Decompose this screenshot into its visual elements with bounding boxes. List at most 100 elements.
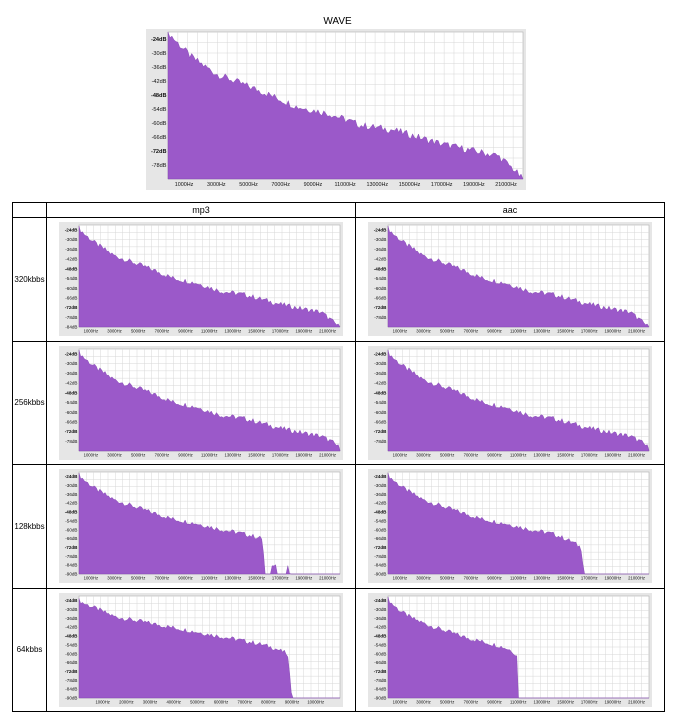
y-tick-label: -42dB (65, 624, 77, 629)
x-tick-label: 21000Hz (628, 329, 645, 334)
y-tick-label: -30dB (374, 607, 386, 612)
x-tick-label: 13000Hz (533, 699, 550, 704)
corner-cell (12, 201, 47, 219)
x-tick-label: 3000Hz (107, 329, 121, 334)
x-tick-label: 11000Hz (201, 576, 217, 581)
y-tick-label: -90dB (374, 572, 386, 577)
cell-aac-256: -24dB -30dB -36dB -42dB -48dB -54dB -60dB -66dB… (355, 340, 665, 466)
x-tick-label: 21000Hz (319, 576, 336, 581)
row-64: 64kbbs -24dB -30dB -36dB -42dB -48dB -54dB -60… (12, 587, 665, 712)
y-tick-label: -48dB (65, 633, 78, 638)
mp3-320-spectrum-chart: -24dB -30dB -36dB -42dB -48dB -54dB -60dB -66dB… (59, 222, 343, 337)
x-tick-label: 17000Hz (581, 452, 598, 457)
x-tick-label: 11000Hz (335, 182, 356, 188)
x-tick-label: 15000Hz (557, 699, 574, 704)
x-tick-label: 4000Hz (166, 699, 180, 704)
mp3-128-spectrum-chart: -24dB -30dB -36dB -42dB -48dB -54dB -60dB -66dB… (59, 469, 343, 584)
y-tick-label: -60dB (65, 286, 77, 291)
y-tick-label: -84dB (65, 686, 77, 691)
x-tick-label: 17000Hz (581, 576, 598, 581)
y-tick-label: -36dB (65, 371, 77, 376)
x-tick-label: 13000Hz (224, 329, 241, 334)
x-tick-label: 5000Hz (131, 576, 145, 581)
y-tick-label: -60dB (374, 286, 386, 291)
x-tick-label: 21000Hz (319, 329, 336, 334)
row-label-256: 256kbbs (12, 340, 47, 466)
x-tick-label: 1000Hz (393, 329, 407, 334)
y-tick-label: -30dB (152, 51, 167, 57)
x-tick-label: 7000Hz (271, 182, 290, 188)
x-tick-label: 9000Hz (304, 182, 323, 188)
y-tick-label: -48dB (65, 267, 78, 272)
x-tick-label: 3000Hz (416, 576, 430, 581)
y-tick-label: -78dB (374, 439, 386, 444)
x-tick-label: 5000Hz (239, 182, 258, 188)
cell-mp3-320: -24dB -30dB -36dB -42dB -48dB -54dB -60dB -66dB… (46, 217, 356, 342)
y-tick-label: -66dB (152, 135, 167, 141)
y-tick-label: -78dB (65, 439, 77, 444)
x-tick-label: 9000Hz (178, 329, 192, 334)
y-tick-label: -42dB (374, 380, 386, 385)
x-tick-label: 3000Hz (416, 699, 430, 704)
x-tick-label: 3000Hz (143, 699, 157, 704)
y-tick-label: -54dB (374, 276, 386, 281)
x-tick-label: 7000Hz (155, 452, 169, 457)
x-tick-label: 3000Hz (207, 182, 226, 188)
mp3-64-spectrum-chart: -24dB -30dB -36dB -42dB -48dB -54dB -60dB -66dB… (59, 592, 343, 707)
x-tick-label: 11000Hz (201, 329, 217, 334)
x-tick-label: 17000Hz (272, 576, 289, 581)
x-tick-label: 1000Hz (95, 699, 109, 704)
y-tick-label: -42dB (374, 257, 386, 262)
y-tick-label: -60dB (374, 651, 386, 656)
y-tick-label: -24dB (65, 474, 78, 479)
y-tick-label: -72dB (151, 149, 167, 155)
x-tick-label: 17000Hz (581, 699, 598, 704)
y-tick-label: -54dB (65, 400, 77, 405)
cell-mp3-128: -24dB -30dB -36dB -42dB -48dB -54dB -60dB -66dB… (46, 464, 356, 589)
x-tick-label: 9000Hz (487, 452, 501, 457)
y-tick-label: -84dB (374, 563, 386, 568)
x-tick-label: 9000Hz (285, 699, 299, 704)
x-tick-label: 1000Hz (393, 699, 407, 704)
cell-aac-128: -24dB -30dB -36dB -42dB -48dB -54dB -60dB -66dB… (355, 464, 665, 589)
x-tick-label: 1000Hz (175, 182, 194, 188)
y-tick-label: -78dB (65, 678, 77, 683)
x-tick-label: 15000Hz (399, 182, 421, 188)
x-tick-label: 5000Hz (440, 699, 454, 704)
x-tick-label: 3000Hz (416, 329, 430, 334)
y-tick-label: -24dB (151, 37, 167, 43)
x-tick-label: 5000Hz (190, 699, 204, 704)
spectrum-area (78, 473, 340, 575)
y-tick-label: -42dB (152, 79, 167, 85)
y-tick-label: -48dB (65, 390, 78, 395)
y-tick-label: -24dB (374, 598, 387, 603)
y-tick-label: -78dB (152, 163, 167, 169)
x-tick-label: 11000Hz (510, 576, 526, 581)
y-tick-label: -72dB (65, 305, 78, 310)
y-tick-label: -42dB (65, 257, 77, 262)
y-tick-label: -84dB (65, 325, 77, 330)
spectrum-area (78, 226, 341, 328)
column-header-aac: aac (355, 201, 665, 219)
y-tick-label: -60dB (65, 651, 77, 656)
y-tick-label: -54dB (374, 519, 386, 524)
x-tick-label: 5000Hz (131, 452, 145, 457)
y-tick-label: -30dB (65, 607, 77, 612)
y-tick-label: -24dB (374, 351, 387, 356)
y-tick-label: -66dB (374, 660, 386, 665)
x-tick-label: 11000Hz (510, 699, 526, 704)
y-tick-label: -36dB (152, 65, 167, 71)
x-tick-label: 1000Hz (393, 576, 407, 581)
y-tick-label: -30dB (374, 483, 386, 488)
x-tick-label: 15000Hz (557, 329, 574, 334)
y-tick-label: -72dB (374, 669, 387, 674)
x-tick-label: 5000Hz (440, 329, 454, 334)
y-tick-label: -48dB (65, 510, 78, 515)
aac-320-spectrum-chart: -24dB -30dB -36dB -42dB -48dB -54dB -60dB -66dB… (368, 222, 652, 337)
x-tick-label: 13000Hz (533, 329, 550, 334)
y-tick-label: -72dB (374, 305, 387, 310)
y-tick-label: -48dB (374, 633, 387, 638)
cell-mp3-256: -24dB -30dB -36dB -42dB -48dB -54dB -60dB -66dB… (46, 340, 356, 466)
spectrum-area (167, 31, 524, 180)
y-tick-label: -30dB (65, 361, 77, 366)
